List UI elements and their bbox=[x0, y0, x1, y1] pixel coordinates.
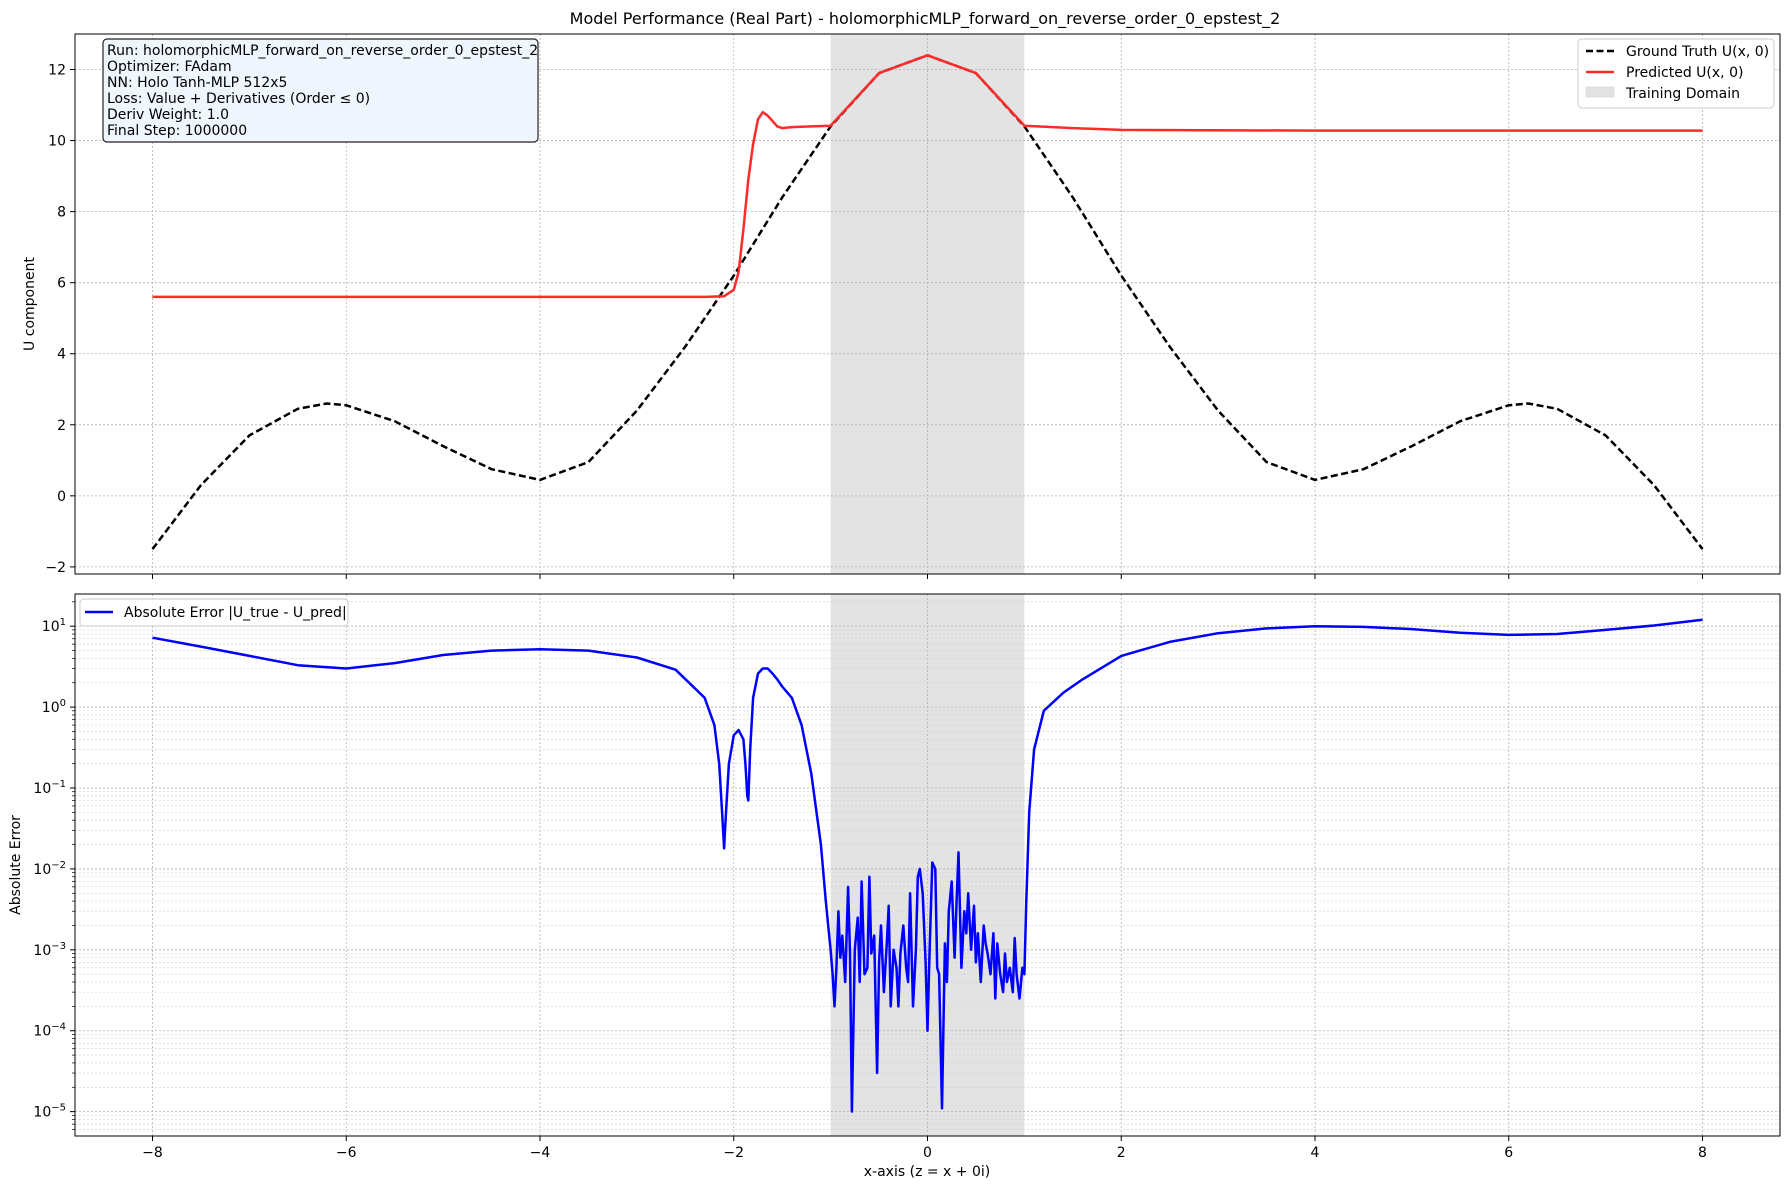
top-y-tick-label: 4 bbox=[57, 347, 66, 363]
top-y-tick-label: 2 bbox=[57, 418, 66, 434]
x-tick-label: 0 bbox=[923, 1145, 932, 1161]
bottom-y-axis-label: Absolute Error bbox=[8, 815, 24, 915]
x-tick-label: 4 bbox=[1311, 1145, 1320, 1161]
x-tick-label: −8 bbox=[142, 1145, 163, 1161]
top-y-axis-label: U component bbox=[22, 257, 38, 351]
info-box-line-optimizer: Optimizer: FAdam bbox=[107, 59, 232, 75]
top-y-tick-label: 10 bbox=[48, 134, 66, 150]
legend-training-domain-swatch bbox=[1585, 86, 1615, 98]
absolute-error-line bbox=[152, 618, 1703, 1113]
top-y-tick-label: 12 bbox=[48, 63, 66, 79]
bottom-ticks: −8 −6 −4 −2 0 2 4 6 8 10−5 10−4 10−3 10−2 10−1 100 101 bbox=[33, 601, 1707, 1161]
top-legend-frame bbox=[1577, 38, 1775, 109]
info-box-line-final-step: Final Step: 1000000 bbox=[107, 123, 247, 139]
info-box-line-run: Run: holomorphicMLP_forward_on_reverse_o… bbox=[107, 43, 538, 59]
info-box: Run: holomorphicMLP_forward_on_reverse_o… bbox=[102, 38, 539, 143]
legend-ground-truth-label: Ground Truth U(x, 0) bbox=[1626, 44, 1769, 60]
legend-training-domain-label: Training Domain bbox=[1625, 86, 1740, 102]
top-y-tick-label: 0 bbox=[57, 489, 66, 505]
bottom-y-tick-label: 10−4 bbox=[33, 1022, 66, 1040]
top-y-tick-label: 8 bbox=[57, 205, 66, 221]
legend-predicted-label: Predicted U(x, 0) bbox=[1626, 65, 1743, 81]
bottom-training-domain-shade bbox=[830, 594, 1025, 1136]
info-box-line-deriv-weight: Deriv Weight: 1.0 bbox=[107, 107, 229, 123]
x-tick-label: −6 bbox=[336, 1145, 357, 1161]
bottom-y-tick-label: 10−5 bbox=[33, 1103, 66, 1121]
x-tick-label: 8 bbox=[1698, 1145, 1707, 1161]
bottom-grid bbox=[75, 594, 1780, 1136]
bottom-legend: Absolute Error |U_true - U_pred| bbox=[79, 598, 349, 627]
bottom-legend-frame bbox=[79, 598, 349, 627]
info-box-frame bbox=[102, 38, 539, 143]
x-tick-label: −2 bbox=[723, 1145, 744, 1161]
figure-title: Model Performance (Real Part) - holomorp… bbox=[570, 9, 1281, 29]
top-y-tick-label: 6 bbox=[57, 276, 66, 292]
bottom-y-tick-label: 10−1 bbox=[33, 779, 66, 797]
x-tick-label: −4 bbox=[530, 1145, 551, 1161]
legend-abs-error-label: Absolute Error |U_true - U_pred| bbox=[124, 605, 347, 621]
top-y-tick-label: −2 bbox=[45, 560, 66, 576]
x-tick-label: 2 bbox=[1117, 1145, 1126, 1161]
info-box-line-loss: Loss: Value + Derivatives (Order ≤ 0) bbox=[107, 91, 370, 107]
bottom-series bbox=[152, 618, 1703, 1113]
top-grid bbox=[75, 34, 1780, 574]
x-axis-label: x-axis (z = x + 0i) bbox=[864, 1164, 990, 1180]
top-panel: −2 0 2 4 6 8 10 12 U component Run: holomorphic… bbox=[22, 33, 1781, 579]
bottom-y-tick-label: 100 bbox=[42, 698, 66, 716]
top-ticks: −2 0 2 4 6 8 10 12 bbox=[45, 63, 1703, 579]
top-legend: Ground Truth U(x, 0) Predicted U(x, 0) T… bbox=[1577, 38, 1775, 109]
x-tick-label: 6 bbox=[1504, 1145, 1513, 1161]
bottom-y-tick-label: 10−2 bbox=[33, 860, 66, 878]
bottom-y-tick-label: 101 bbox=[42, 617, 66, 635]
bottom-y-tick-label: 10−3 bbox=[33, 941, 66, 959]
top-series bbox=[151, 54, 1704, 550]
bottom-panel: −8 −6 −4 −2 0 2 4 6 810−510−410−310−210−1100101 … bbox=[8, 593, 1781, 1161]
info-box-line-nn: NN: Holo Tanh-MLP 512x5 bbox=[107, 75, 287, 91]
predicted-line bbox=[152, 54, 1703, 299]
